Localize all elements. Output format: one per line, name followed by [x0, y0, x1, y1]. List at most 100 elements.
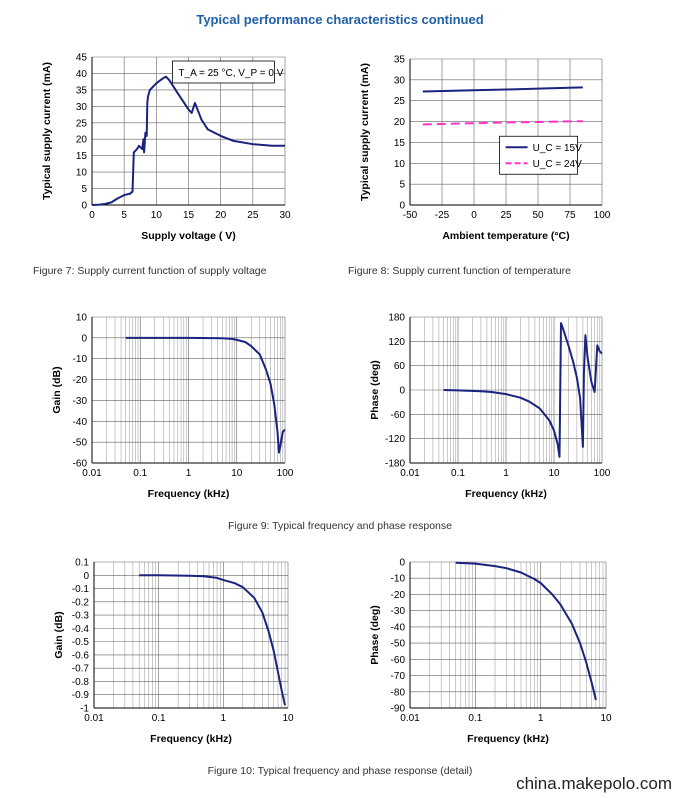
y-tick-label: 15	[394, 138, 406, 149]
chart-supply-current-vs-voltage: 0 5 10 15 20 25 30 0 5 10 15 20 25 30 35 40 45 Supply vol…	[41, 53, 291, 243]
x-tick-label: 100	[277, 468, 294, 479]
chart-phase-frequency: 0.01 0.1 1 10 100 180 120 60 0 -60 -120 -180 Frequen…	[369, 313, 611, 501]
y-axis-label: Typical supply current (mA)	[41, 62, 53, 200]
series-line	[422, 120, 583, 126]
y-tick-label: -0.3	[72, 611, 90, 622]
y-tick-label: -80	[391, 687, 406, 698]
y-tick-label: -0.6	[72, 650, 90, 661]
x-tick-label: 0.1	[468, 713, 482, 724]
y-tick-label: 20	[76, 135, 88, 146]
y-tick-label: -0.9	[72, 690, 90, 701]
y-tick-label: 5	[81, 184, 87, 195]
series-line	[443, 322, 603, 458]
x-axis-label: Supply voltage ( V)	[141, 230, 236, 242]
y-tick-label: 0.1	[75, 558, 89, 569]
y-tick-label: -60	[391, 410, 406, 421]
series-line	[91, 75, 285, 206]
y-tick-label: -30	[73, 396, 88, 407]
y-tick-label: 10	[76, 313, 88, 324]
caption-fig9: Figure 9: Typical frequency and phase re…	[228, 520, 452, 532]
x-tick-label: 0.01	[84, 713, 104, 724]
y-tick-label: 0	[81, 333, 87, 344]
y-tick-label: 20	[394, 117, 406, 128]
caption-fig8: Figure 8: Supply current function of tem…	[348, 265, 571, 277]
y-tick-label: -0.1	[72, 584, 90, 595]
series-line	[125, 336, 286, 454]
y-tick-label: -50	[391, 639, 406, 650]
x-tick-label: 50	[532, 210, 544, 221]
x-axis-label: Frequency (kHz)	[148, 488, 230, 500]
y-tick-label: 120	[388, 337, 405, 348]
annotation-box	[172, 60, 275, 84]
y-tick-label: 0	[399, 386, 405, 397]
y-tick-label: -30	[391, 606, 406, 617]
y-tick-label: 5	[399, 180, 405, 191]
x-tick-label: -25	[435, 210, 450, 221]
y-tick-label: -40	[391, 622, 406, 633]
y-tick-label: 60	[394, 361, 406, 372]
y-tick-label: -70	[391, 671, 406, 682]
x-tick-label: 0.01	[82, 468, 102, 479]
x-tick-label: 75	[564, 210, 576, 221]
series-line	[422, 86, 583, 93]
x-tick-label: 10	[282, 713, 294, 724]
x-tick-label: 10	[600, 713, 612, 724]
y-tick-label: -0.4	[72, 624, 90, 635]
y-tick-label: -0.7	[72, 664, 90, 675]
legend-box	[499, 135, 579, 175]
x-tick-label: 5	[121, 210, 127, 221]
y-tick-label: -60	[73, 459, 88, 470]
chart-supply-current-vs-temperature: -50 -25 0 25 50 75 100 0 5 10 15 20 25 30 35 Ambient te…	[359, 55, 611, 243]
y-tick-label: 30	[394, 75, 406, 86]
x-axis-label: Frequency (kHz)	[150, 733, 232, 745]
x-tick-label: 0.01	[400, 468, 420, 479]
y-tick-label: -0.2	[72, 597, 90, 608]
x-axis-label: Ambient temperature (°C)	[442, 230, 569, 242]
y-axis-label: Gain (dB)	[53, 611, 65, 658]
annotation-text: T_A = 25 °C, V_P = 0 V	[178, 68, 283, 79]
y-axis-label: Typical supply current (mA)	[359, 63, 371, 201]
page-title: Typical performance characteristics cont…	[196, 12, 484, 27]
y-tick-label: 0	[399, 201, 405, 212]
x-tick-label: 1	[186, 468, 192, 479]
x-tick-label: 10	[151, 210, 163, 221]
x-tick-label: 0.1	[451, 468, 465, 479]
x-tick-label: 25	[247, 210, 259, 221]
x-tick-label: 0	[471, 210, 477, 221]
watermark: china.makepolo.com	[516, 774, 672, 793]
y-tick-label: 180	[388, 313, 405, 324]
x-axis-label: Frequency (kHz)	[465, 488, 547, 500]
x-tick-label: 15	[183, 210, 195, 221]
y-tick-label: -20	[391, 590, 406, 601]
chart-gain-frequency-detail: 0.01 0.1 1 10 0.1 0 -0.1 -0.2 -0.3 -0.4 -0.5 -0.6 -0…	[53, 558, 294, 746]
x-tick-label: 25	[500, 210, 512, 221]
y-tick-label: 0	[81, 201, 87, 212]
y-tick-label: -1	[80, 704, 89, 715]
y-tick-label: -90	[391, 704, 406, 715]
y-tick-label: 0	[399, 558, 405, 569]
y-tick-label: -120	[385, 434, 405, 445]
y-tick-label: 40	[76, 69, 88, 80]
x-tick-label: 0.1	[152, 713, 166, 724]
x-tick-label: 0.01	[400, 713, 420, 724]
legend-label: U_C = 24V	[533, 159, 583, 170]
series-line	[455, 561, 597, 701]
chart-gain-frequency: 0.01 0.1 1 10 100100-10-20-30-40-50-60Freque…	[51, 313, 294, 501]
x-tick-label: 30	[279, 210, 291, 221]
y-tick-label: 0	[83, 571, 89, 582]
x-tick-label: 100	[594, 210, 611, 221]
y-axis-label: Phase (deg)	[369, 605, 381, 665]
y-tick-label: -20	[73, 375, 88, 386]
y-tick-label: 25	[394, 96, 406, 107]
legend-label: U_C = 15V	[533, 143, 583, 154]
y-tick-label: -0.5	[72, 637, 90, 648]
x-axis-label: Frequency (kHz)	[467, 733, 549, 745]
y-tick-label: -60	[391, 655, 406, 666]
y-tick-label: 35	[76, 85, 88, 96]
y-tick-label: 10	[76, 168, 88, 179]
y-tick-label: 15	[76, 151, 88, 162]
y-tick-label: 30	[76, 102, 88, 113]
y-tick-label: -180	[385, 459, 405, 470]
x-tick-label: 0.1	[133, 468, 147, 479]
x-tick-label: 10	[548, 468, 560, 479]
